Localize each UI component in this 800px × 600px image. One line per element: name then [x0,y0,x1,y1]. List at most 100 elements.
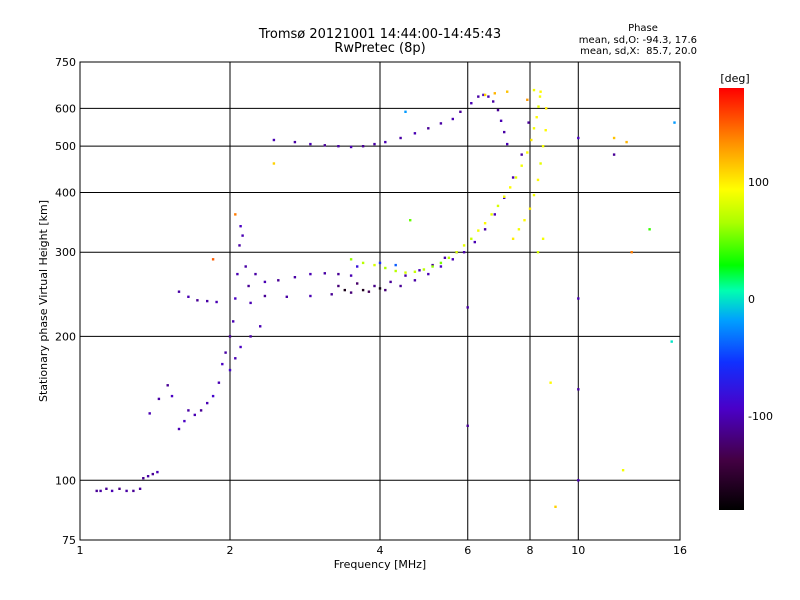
data-point [455,251,458,254]
data-point [526,151,529,154]
data-point [670,340,673,343]
data-point [459,110,462,113]
data-point [389,280,392,284]
data-point [537,105,540,108]
data-point [254,272,257,276]
data-point [541,145,545,148]
data-point [356,265,359,268]
data-point [451,258,454,261]
data-point [404,110,407,113]
data-point [309,272,312,276]
data-point [535,116,538,119]
data-point [263,294,267,298]
data-point [447,256,451,259]
x-axis-ticks: 1 2 4 6 8 10 16 [77,544,688,557]
colorbar: [deg] 100 0 -100 [719,72,773,510]
data-point [244,265,247,268]
data-point [539,90,542,93]
data-point [539,162,542,165]
data-point [95,489,98,493]
data-point [193,413,196,417]
data-point [477,229,480,232]
data-point [146,475,150,478]
data-point [541,237,545,240]
data-point [536,251,540,254]
data-point [323,272,326,275]
data-point [443,256,447,259]
data-point [532,127,536,130]
data-point [496,204,500,208]
phase-stats: Phase mean, sd,O: -94.3, 17.6 mean, sd,X… [579,23,697,57]
data-point [462,251,466,254]
data-point [418,269,421,272]
colorbar-label: [deg] [720,72,749,85]
data-point [349,291,353,294]
data-point [506,142,509,146]
data-point [234,297,237,300]
data-point [399,136,402,140]
x-tick-label: 1 [77,544,84,557]
data-points [95,88,676,508]
data-point [206,401,209,405]
data-point [399,284,402,288]
data-point [293,140,297,144]
data-point [349,145,353,149]
data-point [413,270,417,273]
data-point [577,479,580,482]
data-point [466,424,469,427]
data-point [378,261,382,265]
data-point [249,301,252,305]
data-point [228,368,232,372]
data-point [157,397,161,401]
data-point [545,107,548,110]
data-point [183,419,186,423]
data-point [337,272,340,276]
data-point [577,136,580,140]
data-point [238,244,241,247]
x-tick-label: 8 [527,544,534,557]
data-point [361,288,365,292]
colorbar-tick-label: 100 [748,176,769,189]
data-point [118,487,121,490]
data-point [509,186,512,189]
data-point [487,95,490,98]
data-point [384,140,387,144]
data-point [309,294,312,298]
data-point [361,145,365,148]
data-point [404,274,407,277]
data-point [526,98,529,101]
data-point [132,489,135,493]
data-point [451,117,454,121]
data-point [492,100,495,103]
phase-stats-o: mean, sd,O: -94.3, 17.6 [579,35,697,46]
data-point [125,489,128,493]
y-tick-label: 600 [55,102,76,115]
data-point [473,240,476,244]
y-tick-label: 200 [55,330,76,343]
data-point [285,295,288,298]
data-point [239,225,242,228]
data-point [221,362,224,366]
data-point [309,142,312,146]
data-point [673,121,676,124]
phase-stats-heading: Phase [628,23,658,34]
data-point [378,287,382,290]
data-point [177,427,181,431]
data-point [536,178,540,182]
data-point [277,279,280,282]
data-point [232,320,235,323]
data-point [337,145,340,148]
data-point [482,93,485,97]
data-point [356,282,359,285]
data-point [177,290,181,293]
data-point [496,108,500,112]
data-point [373,284,376,288]
data-point [156,470,159,474]
data-point [520,153,523,156]
data-point [373,142,376,146]
data-point [528,207,532,210]
colorbar-ticks: 100 0 -100 [748,176,773,423]
y-tick-label: 500 [55,140,76,153]
data-point [394,263,397,267]
